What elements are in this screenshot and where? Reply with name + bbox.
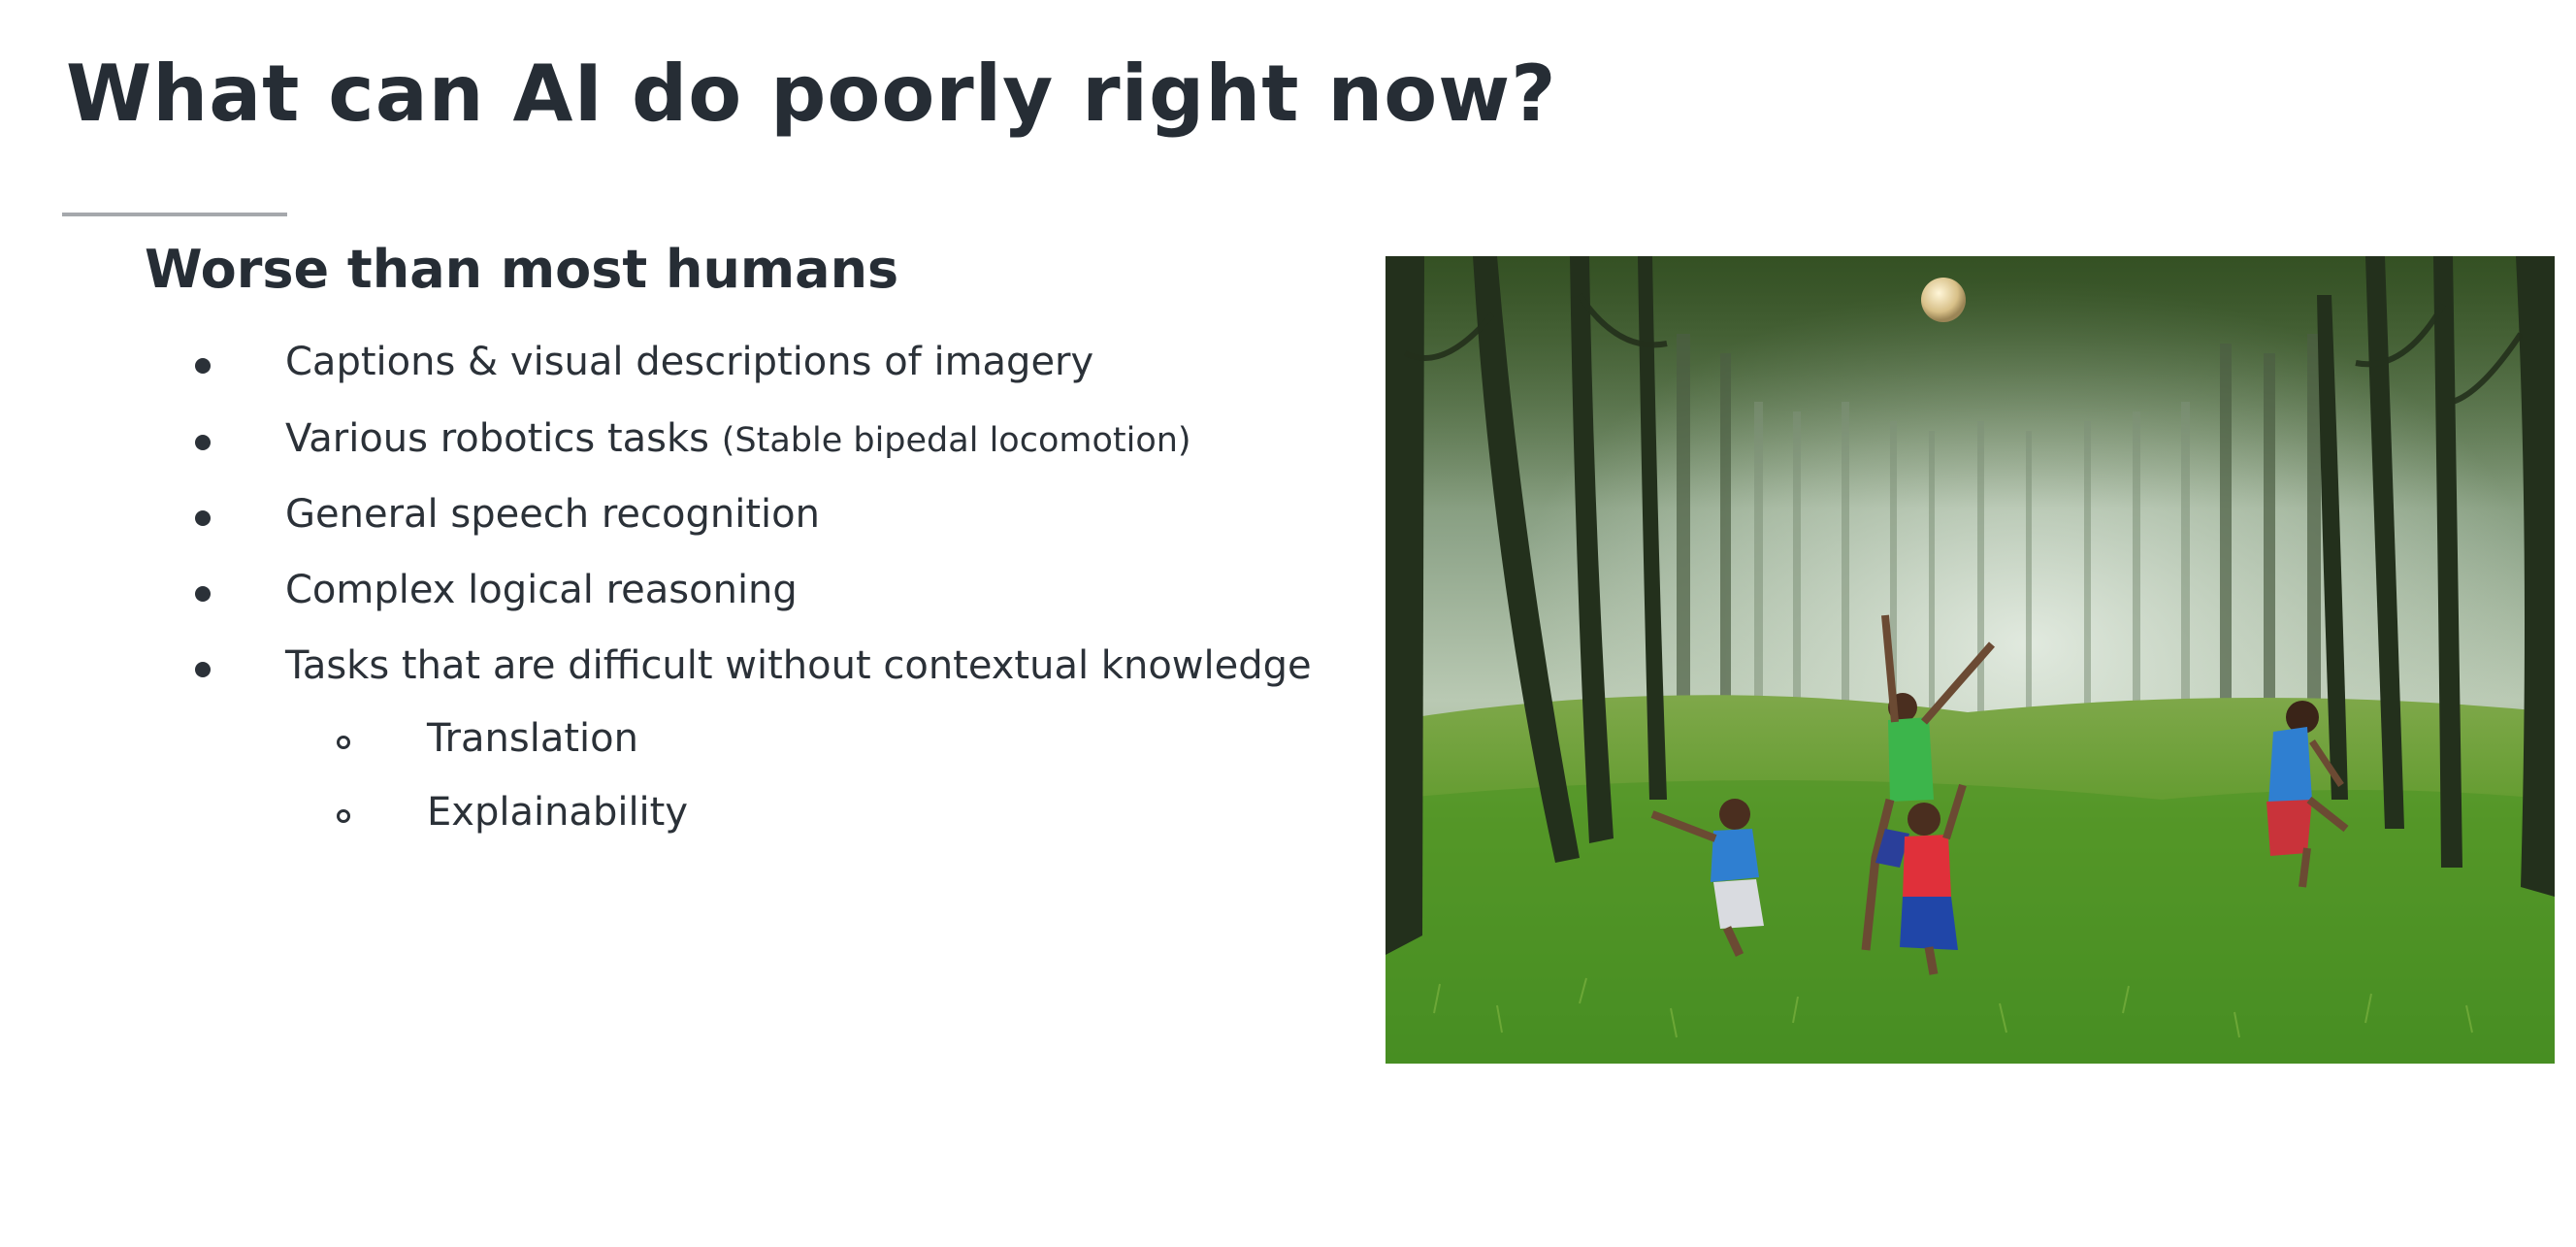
bullet-icon xyxy=(195,586,211,602)
photo-children-jumping-in-forest-icon xyxy=(1386,256,2555,1064)
bullet-text: Tasks that are difficult without context… xyxy=(285,643,1312,688)
bullet-icon xyxy=(195,510,211,526)
bullet-text: Various robotics tasks xyxy=(285,416,722,461)
title-divider xyxy=(62,213,287,216)
bullet-text: Complex logical reasoning xyxy=(285,568,798,612)
hollow-bullet-icon xyxy=(337,809,350,823)
bullet-text: General speech recognition xyxy=(285,492,820,537)
forest-photo xyxy=(1386,256,2555,1064)
bullet-icon xyxy=(195,358,211,374)
bullet-text: Captions & visual descriptions of imager… xyxy=(285,340,1094,384)
section-subheading: Worse than most humans xyxy=(145,239,899,300)
bullet-icon xyxy=(195,662,211,677)
slide-title: What can AI do poorly right now? xyxy=(66,49,1557,139)
hollow-bullet-icon xyxy=(337,736,350,749)
bullet-note: (Stable bipedal locomotion) xyxy=(721,421,1191,460)
bullet-icon xyxy=(195,435,211,450)
sub-bullet-text: Explainability xyxy=(427,790,689,835)
sub-bullet-text: Translation xyxy=(427,716,638,761)
